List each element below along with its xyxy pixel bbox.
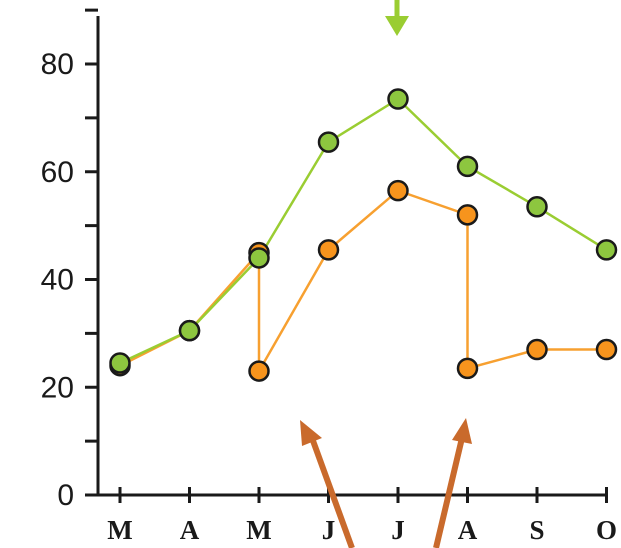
annotation-arrow-1 (309, 436, 355, 548)
series-0-point-3 (317, 131, 340, 153)
series-0-point-6 (526, 196, 548, 218)
annotation-arrow-head-2 (452, 418, 472, 444)
y-tick-label-80: 80 (41, 48, 74, 81)
series-0-line (119, 97, 608, 365)
series-1-point-5 (387, 179, 409, 202)
y-tick-label-60: 60 (41, 156, 74, 189)
series-0-point-5 (456, 155, 479, 178)
axes: 0 20 40 60 80 M A M J J A S O (41, 8, 617, 545)
series-layer (109, 88, 618, 382)
series-1-point-6 (456, 204, 479, 226)
series-0-point-4 (387, 88, 409, 110)
annotation-arrow-head-0 (385, 16, 409, 36)
annotation-arrow-head-1 (300, 420, 322, 446)
series-1-point-3 (248, 360, 270, 382)
y-tick-label-20: 20 (41, 371, 74, 404)
x-tick-label-4: J (391, 515, 405, 545)
annotation-arrow-2 (433, 437, 465, 548)
x-tick-label-3: J (322, 515, 336, 545)
annotation-layer (300, 0, 472, 548)
series-0-point-1 (178, 319, 201, 342)
x-tick-label-0: M (107, 515, 132, 545)
y-tick-label-40: 40 (41, 264, 74, 297)
series-1-line (119, 189, 607, 376)
series-1-point-7 (456, 357, 479, 380)
series-1-point-8 (526, 338, 548, 361)
series-1-point-4 (317, 239, 340, 261)
series-0-point-2 (248, 247, 270, 269)
x-tick-label-7: O (596, 515, 617, 545)
series-0-point-0 (109, 352, 131, 374)
y-tick-label-0: 0 (57, 479, 74, 512)
x-tick-label-2: M (246, 515, 271, 545)
x-tick-label-1: A (180, 515, 200, 545)
series-1-point-9 (595, 338, 618, 361)
x-tick-label-6: S (529, 515, 544, 545)
series-0-point-7 (595, 239, 618, 261)
x-tick-label-5: A (458, 515, 478, 545)
